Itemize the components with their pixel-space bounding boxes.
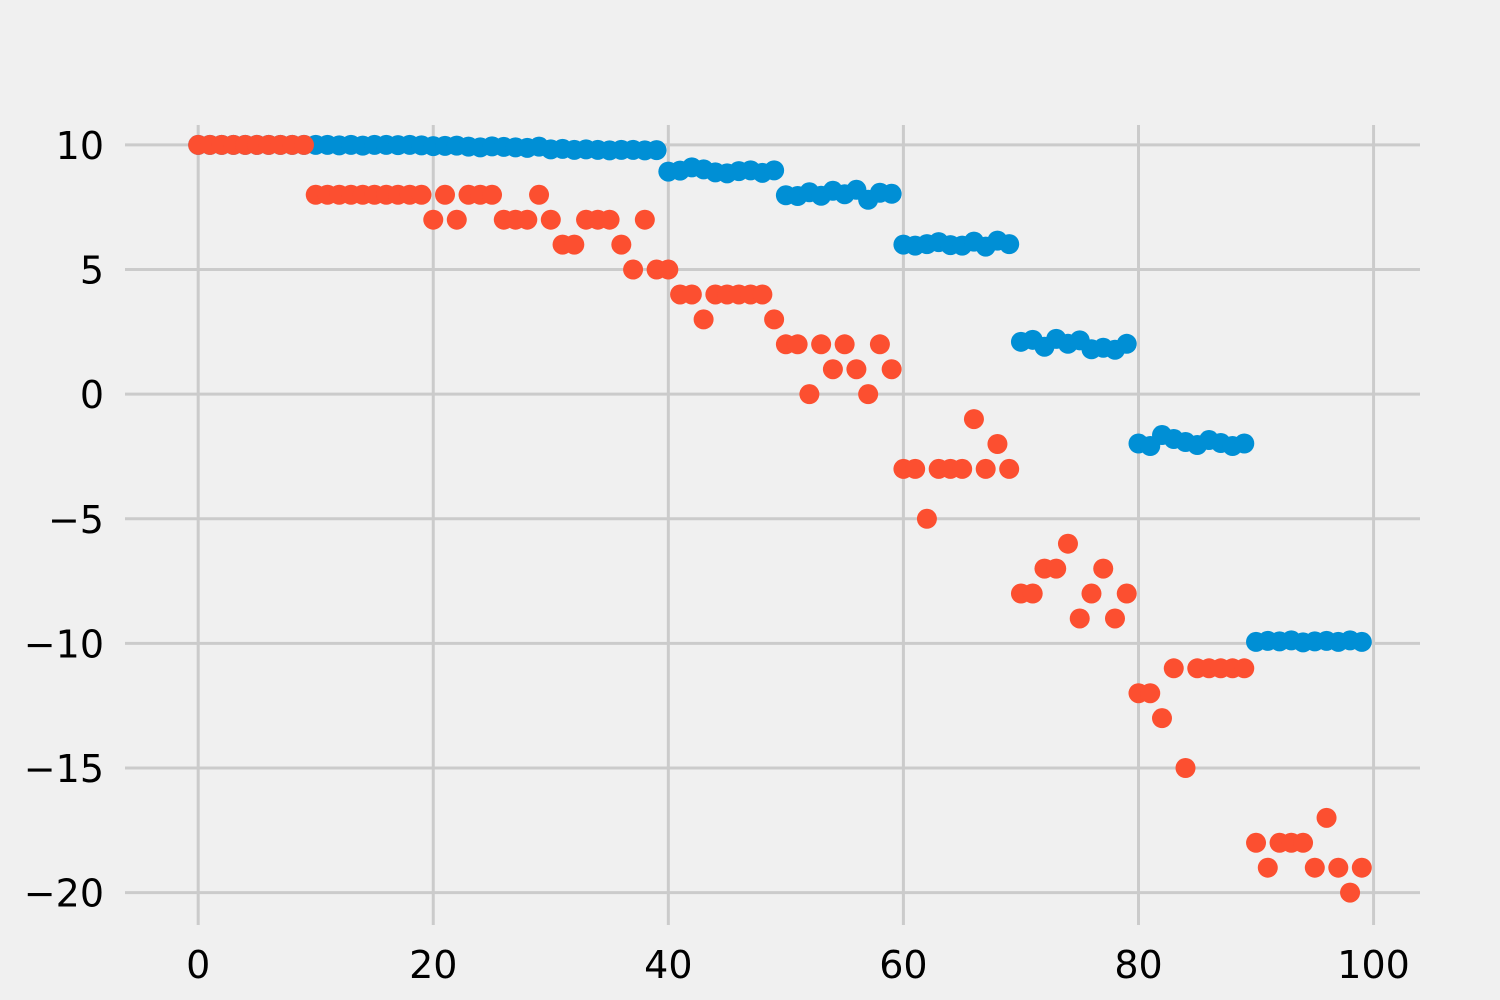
y-tick-label: −15 xyxy=(24,747,104,791)
data-point xyxy=(446,209,467,230)
data-point xyxy=(869,334,890,355)
data-point xyxy=(858,384,879,405)
data-point xyxy=(517,209,538,230)
series-1 xyxy=(188,134,1372,903)
data-point xyxy=(987,434,1008,454)
data-point xyxy=(1116,583,1137,604)
data-point xyxy=(799,384,820,405)
data-point xyxy=(963,409,984,430)
data-point xyxy=(611,234,632,255)
data-point xyxy=(1175,758,1196,778)
data-point xyxy=(952,458,973,479)
data-point xyxy=(1022,583,1043,604)
x-tick-label: 100 xyxy=(1337,943,1410,987)
data-point xyxy=(999,234,1020,255)
data-point xyxy=(1057,533,1078,554)
data-point xyxy=(822,359,843,380)
y-tick-label: −10 xyxy=(24,622,104,666)
x-tick-label: 0 xyxy=(186,943,210,987)
data-point xyxy=(681,284,702,305)
data-point xyxy=(634,209,655,230)
data-point xyxy=(482,184,503,205)
data-point xyxy=(423,209,444,230)
data-point xyxy=(787,334,808,355)
data-point xyxy=(1140,683,1161,704)
data-point xyxy=(1104,608,1125,629)
data-point xyxy=(1116,333,1137,354)
data-point xyxy=(916,508,937,529)
data-point xyxy=(1069,608,1090,629)
data-point xyxy=(1093,558,1114,579)
data-point xyxy=(646,140,667,161)
data-point xyxy=(1163,658,1184,679)
data-point xyxy=(1234,433,1255,454)
y-tick-label: −20 xyxy=(24,872,104,916)
data-point xyxy=(834,334,855,355)
data-point xyxy=(1152,708,1173,729)
data-point xyxy=(529,184,550,205)
data-point xyxy=(1257,857,1278,878)
data-point xyxy=(540,209,561,230)
y-tick-label: 10 xyxy=(56,124,104,168)
grid-lines xyxy=(125,125,1420,925)
data-point xyxy=(411,184,432,205)
data-point xyxy=(1081,583,1102,604)
data-point xyxy=(293,134,314,155)
tick-labels: 0 20 40 60 80 100 10 5 0 −5 −10 −15 −20 xyxy=(24,124,1410,987)
data-point xyxy=(1351,857,1372,878)
data-point xyxy=(905,458,926,479)
x-tick-label: 20 xyxy=(409,943,457,987)
data-point xyxy=(1046,558,1067,579)
data-point xyxy=(1293,832,1314,853)
data-point xyxy=(764,309,785,330)
data-point xyxy=(881,183,902,204)
data-point xyxy=(881,359,902,380)
x-tick-label: 40 xyxy=(644,943,692,987)
data-point xyxy=(999,458,1020,479)
data-point xyxy=(623,259,644,280)
data-point xyxy=(1340,882,1361,903)
y-tick-label: 0 xyxy=(80,373,104,417)
data-point xyxy=(764,160,785,181)
data-series xyxy=(188,134,1372,903)
y-tick-label: −5 xyxy=(48,498,104,542)
data-point xyxy=(564,234,585,255)
x-tick-label: 60 xyxy=(879,943,927,987)
data-point xyxy=(1351,631,1372,652)
data-point xyxy=(658,259,679,280)
data-point xyxy=(1304,857,1325,878)
data-point xyxy=(1246,832,1267,853)
data-point xyxy=(693,309,714,330)
data-point xyxy=(975,458,996,479)
data-point xyxy=(811,334,832,355)
data-point xyxy=(599,209,620,230)
data-point xyxy=(1328,857,1349,878)
y-tick-label: 5 xyxy=(80,249,104,293)
data-point xyxy=(1316,807,1337,828)
data-point xyxy=(1234,658,1255,679)
x-tick-label: 80 xyxy=(1114,943,1162,987)
data-point xyxy=(752,284,773,305)
data-point xyxy=(435,184,456,205)
data-point xyxy=(846,359,867,380)
